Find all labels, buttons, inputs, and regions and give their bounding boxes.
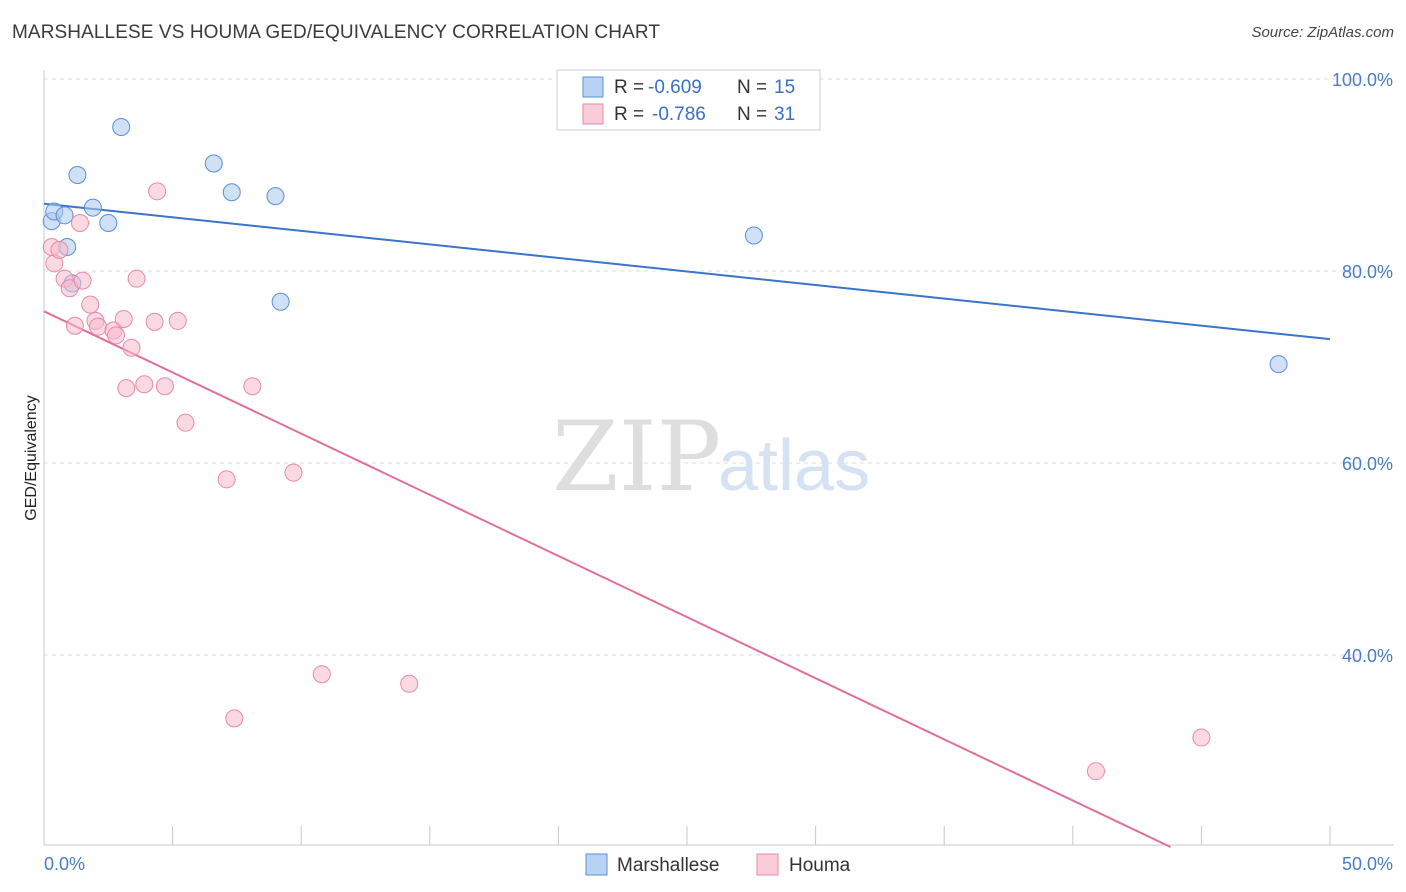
point-houma bbox=[168, 311, 187, 330]
legend-r-value-2: -0.786 bbox=[652, 104, 706, 125]
bottom-legend-swatch-marshallese bbox=[585, 853, 608, 876]
point-marshallese bbox=[112, 118, 131, 136]
x-tick-labels: 0.0% 50.0% bbox=[44, 854, 1393, 874]
point-houma bbox=[71, 214, 90, 232]
point-houma bbox=[155, 377, 174, 396]
point-houma bbox=[243, 377, 262, 396]
bottom-legend: Marshallese Houma bbox=[585, 853, 851, 876]
bottom-legend-swatch-houma bbox=[756, 853, 779, 876]
y-tick-label: 100.0% bbox=[1332, 70, 1393, 90]
chart-title: MARSHALLESE VS HOUMA GED/EQUIVALENCY COR… bbox=[12, 22, 661, 43]
point-houma bbox=[107, 326, 126, 345]
y-tick-label: 60.0% bbox=[1342, 454, 1393, 474]
point-houma bbox=[117, 379, 136, 398]
point-marshallese bbox=[83, 198, 102, 217]
point-marshallese bbox=[99, 214, 118, 232]
legend-n-value-2: 31 bbox=[774, 104, 795, 125]
point-marshallese bbox=[266, 187, 285, 206]
point-houma bbox=[135, 375, 154, 394]
point-marshallese bbox=[1269, 355, 1288, 374]
bottom-legend-label-marshallese: Marshallese bbox=[617, 855, 719, 876]
point-houma bbox=[145, 312, 164, 331]
legend-swatch-marshallese bbox=[582, 76, 604, 98]
y-tick-labels: 100.0% 80.0% 60.0% 40.0% bbox=[1332, 70, 1393, 666]
point-houma bbox=[217, 470, 236, 489]
point-marshallese bbox=[55, 206, 74, 225]
point-houma bbox=[89, 317, 108, 336]
point-marshallese bbox=[204, 154, 223, 173]
source-label: Source: ZipAtlas.com bbox=[1251, 24, 1394, 41]
trend-line-houma bbox=[43, 310, 1171, 848]
legend-n-label-1: N = bbox=[737, 77, 767, 98]
watermark-zip: ZIP bbox=[552, 401, 721, 513]
legend-r-value-1: -0.609 bbox=[648, 77, 702, 98]
point-houma bbox=[122, 338, 141, 357]
bottom-legend-label-houma: Houma bbox=[789, 855, 851, 876]
point-houma bbox=[1192, 728, 1211, 747]
legend-r-label-2: R = bbox=[614, 104, 644, 125]
point-houma bbox=[81, 295, 100, 314]
point-houma bbox=[127, 269, 146, 288]
point-houma bbox=[284, 463, 303, 482]
point-houma bbox=[400, 674, 419, 693]
trend-line-marshallese bbox=[43, 202, 1331, 341]
point-houma bbox=[65, 316, 84, 335]
legend-n-label-2: N = bbox=[737, 104, 767, 125]
point-marshallese bbox=[744, 226, 763, 245]
x-tick-label: 0.0% bbox=[44, 854, 85, 874]
y-tick-label: 80.0% bbox=[1342, 262, 1393, 282]
point-houma bbox=[73, 271, 92, 290]
point-houma bbox=[176, 413, 195, 432]
point-marshallese bbox=[222, 183, 241, 202]
trend-lines bbox=[43, 202, 1331, 848]
legend-r-label-1: R = bbox=[614, 77, 644, 98]
point-houma bbox=[114, 310, 133, 328]
x-axis-ticks bbox=[172, 826, 1331, 845]
legend-n-value-1: 15 bbox=[774, 77, 795, 98]
point-houma bbox=[148, 182, 167, 201]
legend: R = -0.609 N = 15 R = -0.786 N = 31 bbox=[556, 69, 821, 131]
point-houma bbox=[1086, 762, 1105, 781]
axes bbox=[43, 70, 1394, 846]
point-houma bbox=[312, 665, 331, 684]
y-axis-label: GED/Equivalency bbox=[23, 395, 40, 520]
point-marshallese bbox=[68, 166, 87, 184]
point-marshallese bbox=[271, 292, 290, 311]
legend-swatch-houma bbox=[582, 103, 604, 125]
point-houma bbox=[50, 240, 69, 259]
watermark-atlas: atlas bbox=[718, 426, 870, 506]
y-tick-label: 40.0% bbox=[1342, 646, 1393, 666]
gridlines bbox=[44, 78, 1394, 656]
data-points bbox=[42, 118, 1288, 781]
point-houma bbox=[225, 709, 244, 728]
watermark: ZIP atlas bbox=[552, 401, 870, 513]
x-tick-label: 50.0% bbox=[1342, 854, 1393, 874]
